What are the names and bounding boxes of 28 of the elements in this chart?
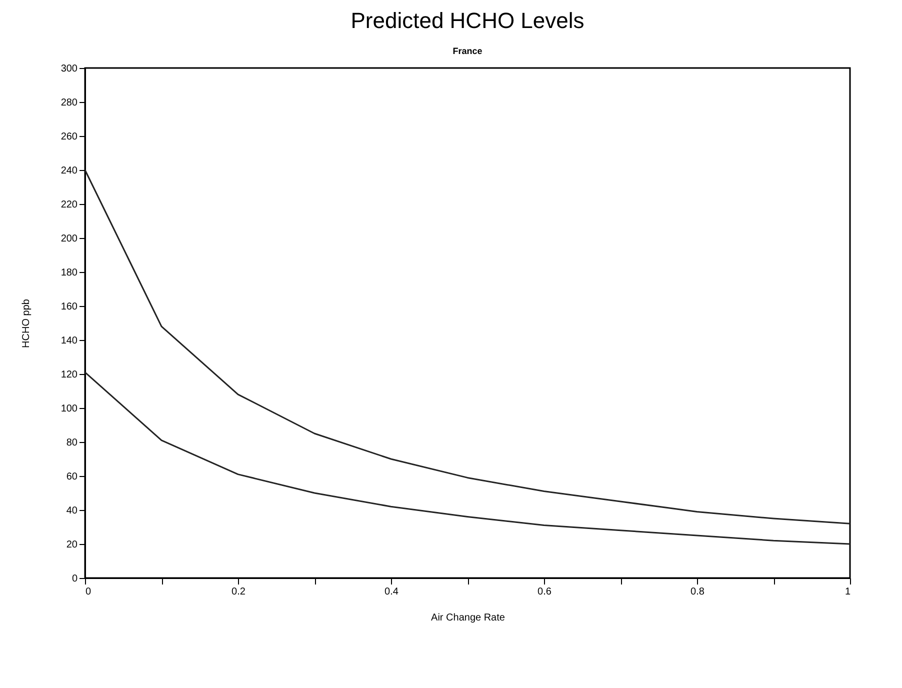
y-tick-label: 60 (66, 472, 78, 482)
y-tick-label: 200 (60, 234, 78, 244)
x-tick-label: 0 (86, 586, 92, 598)
y-tick-label: 140 (60, 336, 78, 346)
y-tick-label: 260 (60, 132, 78, 142)
y-tick-label: 280 (60, 98, 78, 108)
y-tick-label: 220 (60, 200, 78, 210)
y-tick-label: 100 (60, 404, 78, 414)
y-tick-label: 180 (60, 268, 78, 278)
y-tick-label: 240 (60, 166, 78, 176)
chart-subtitle: France (452, 46, 482, 56)
y-tick-label: 40 (66, 506, 78, 516)
y-tick-label: 300 (60, 64, 78, 74)
x-tick-label: 0.8 (690, 586, 705, 598)
x-tick-label: 0.2 (232, 586, 246, 598)
x-tick-label: 0.4 (384, 586, 399, 598)
line-series (85, 169, 850, 524)
line-series (85, 372, 850, 545)
y-axis-title: HCHO ppb (20, 298, 32, 348)
x-tick-label: 1 (844, 586, 851, 598)
x-axis-title: Air Change Rate (431, 612, 506, 624)
y-tick-label: 120 (60, 370, 78, 380)
y-tick-label: 80 (66, 438, 78, 448)
x-tick-label: 0.6 (538, 586, 552, 598)
y-tick-label: 160 (60, 302, 78, 312)
y-tick-label: 20 (66, 540, 78, 550)
y-tick-label: 0 (72, 574, 78, 584)
chart-title: Predicted HCHO Levels (350, 8, 584, 33)
